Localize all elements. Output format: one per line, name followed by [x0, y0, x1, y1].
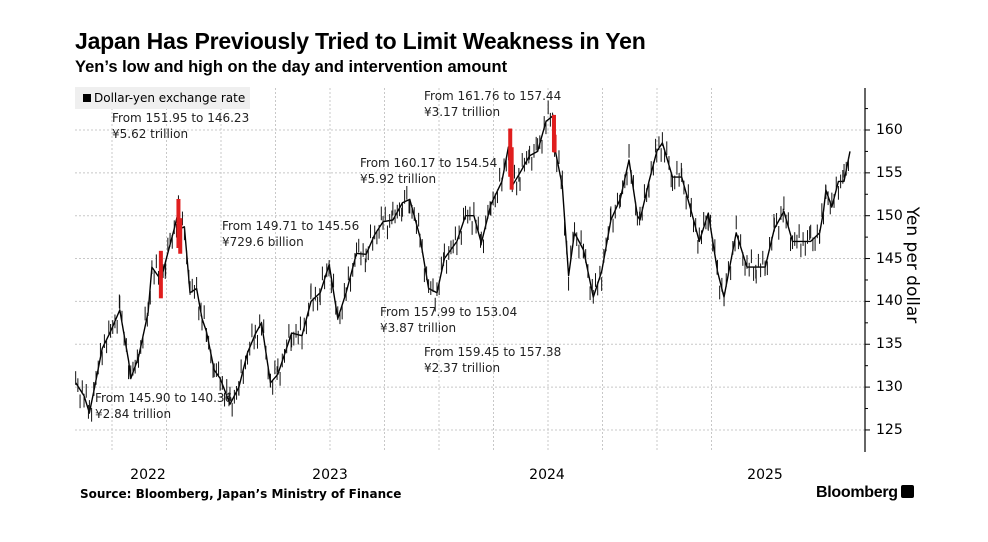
legend-swatch	[83, 94, 91, 102]
annotation: From 157.99 to 153.04 ¥3.87 trillion	[380, 305, 518, 335]
legend: Dollar-yen exchange rate	[75, 87, 250, 109]
source-note: Source: Bloomberg, Japan’s Ministry of F…	[80, 487, 402, 501]
y-tick-label: 150	[876, 207, 903, 224]
y-tick-label: 145	[876, 250, 903, 267]
y-tick-label: 130	[876, 379, 903, 396]
y-axis-label: Yen per dollar	[902, 206, 922, 324]
chart-title: Japan Has Previously Tried to Limit Weak…	[75, 28, 646, 54]
x-tick-label: 2025	[747, 467, 783, 483]
annotation: From 149.71 to 145.56 ¥729.6 billion	[222, 219, 360, 249]
y-tick-label: 125	[876, 421, 903, 438]
x-tick-label: 2023	[312, 467, 348, 483]
annotation: From 145.90 to 140.36 ¥2.84 trillion	[95, 391, 233, 421]
x-tick-label: 2022	[130, 467, 166, 483]
legend-label: Dollar-yen exchange rate	[94, 91, 246, 105]
y-tick-label: 135	[876, 336, 903, 353]
annotation: From 161.76 to 157.44 ¥3.17 trillion	[424, 89, 562, 119]
intervention-bar	[551, 114, 556, 152]
x-tick-label: 2024	[529, 467, 565, 483]
y-tick-label: 155	[876, 164, 903, 181]
intervention-bar	[509, 147, 514, 190]
y-tick-label: 160	[876, 122, 903, 138]
annotation: From 160.17 to 154.54 ¥5.92 trillion	[360, 156, 498, 186]
chart-subtitle: Yen’s low and high on the day and interv…	[75, 58, 508, 76]
annotation: From 159.45 to 157.38 ¥2.37 trillion	[424, 345, 562, 375]
bloomberg-logo: Bloomberg	[816, 484, 914, 502]
intervention-bar	[552, 134, 557, 153]
bloomberg-terminal-icon	[900, 485, 914, 498]
intervention-bar	[178, 218, 183, 254]
annotation: From 151.95 to 146.23 ¥5.62 trillion	[112, 111, 250, 141]
intervention-bar	[158, 250, 163, 299]
y-tick-label: 140	[876, 293, 903, 310]
